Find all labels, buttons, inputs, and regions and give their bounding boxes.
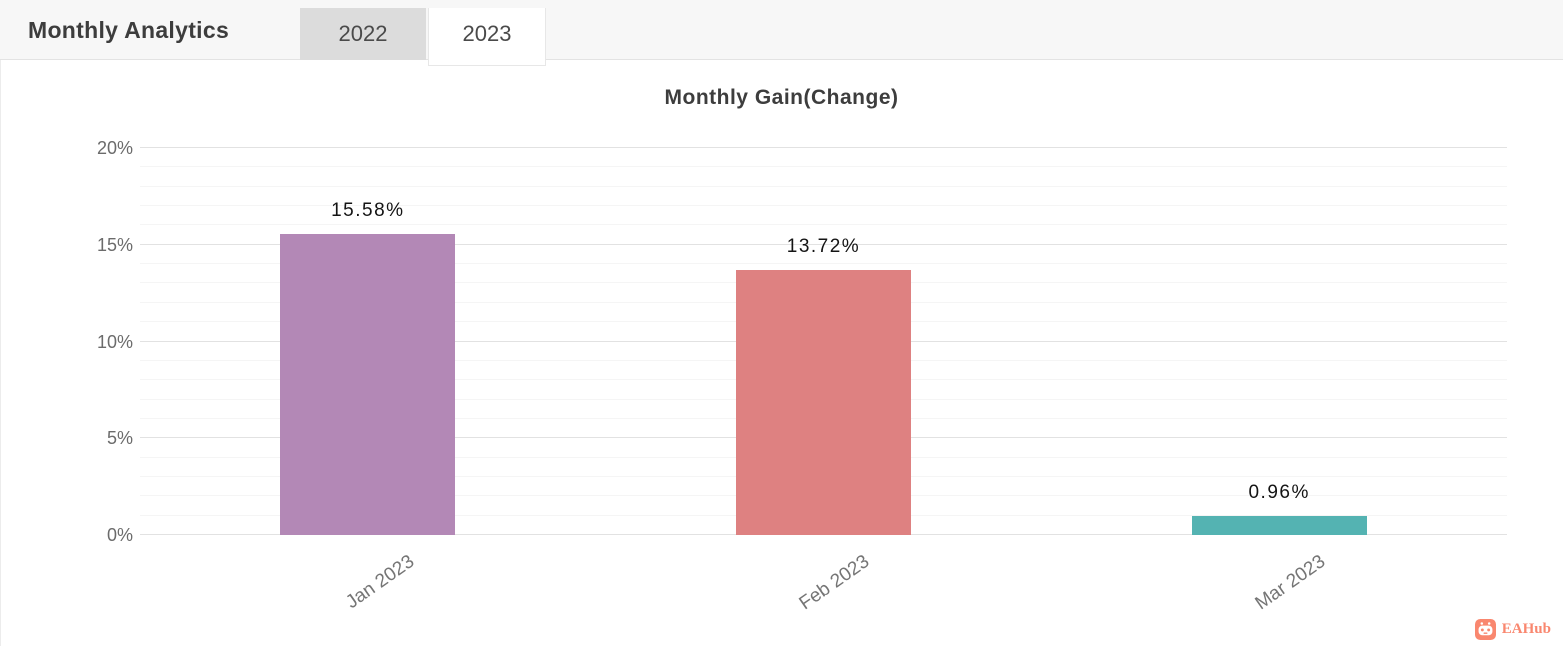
tab-2023[interactable]: 2023 xyxy=(428,8,546,66)
x-axis: Jan 2023 Feb 2023 Mar 2023 xyxy=(140,535,1507,635)
major-gridline xyxy=(140,243,1507,245)
bar-chart-plot-area: 15.58% 13.72% 0.96% xyxy=(140,147,1507,535)
header-bar: Monthly Analytics 2022 2023 xyxy=(0,0,1563,66)
x-axis-tick-label: Mar 2023 xyxy=(1251,551,1330,615)
y-axis-tick-label: 20% xyxy=(96,138,133,158)
page-title: Monthly Analytics xyxy=(28,17,230,43)
y-axis-tick-label: 15% xyxy=(96,234,133,255)
bar-feb-2023[interactable] xyxy=(736,269,911,535)
bar-mar-2023[interactable] xyxy=(1191,516,1367,535)
x-axis-tick-label: Jan 2023 xyxy=(341,551,418,614)
y-axis-tick-label: 0% xyxy=(106,525,133,545)
bar-value-label: 15.58% xyxy=(331,199,405,221)
eahub-brand-label: EAHub xyxy=(1501,621,1551,637)
chart-title: Monthly Gain(Change) xyxy=(664,86,899,109)
y-axis: 0% 5% 10% 15% 20% xyxy=(0,138,133,545)
minor-gridline xyxy=(140,185,1507,187)
bar-jan-2023[interactable] xyxy=(280,233,456,535)
y-axis-tick-label: 10% xyxy=(96,331,133,352)
major-gridline xyxy=(140,147,1507,148)
y-axis-tick-label: 5% xyxy=(106,428,133,449)
bar-value-label: 0.96% xyxy=(1248,482,1310,504)
x-axis-tick-label: Feb 2023 xyxy=(795,551,874,615)
tab-2022[interactable]: 2022 xyxy=(300,8,426,60)
minor-gridline xyxy=(140,224,1507,226)
minor-gridline xyxy=(140,205,1507,207)
eahub-brand-link[interactable]: EAHub xyxy=(1474,619,1551,640)
bar-value-label: 13.72% xyxy=(786,235,861,257)
page-left-border xyxy=(0,0,1,646)
eahub-robot-icon xyxy=(1474,619,1496,640)
minor-gridline xyxy=(140,263,1507,265)
minor-gridline xyxy=(140,166,1507,168)
